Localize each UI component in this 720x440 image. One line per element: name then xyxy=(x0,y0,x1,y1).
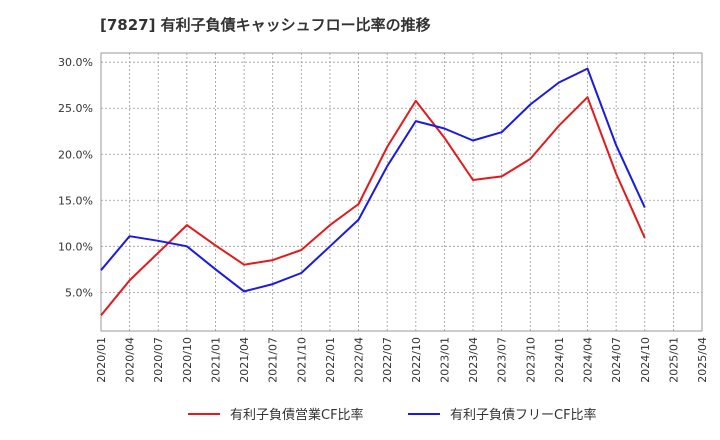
x-tick-label: 2025/04 xyxy=(696,337,709,383)
x-tick-label: 2021/04 xyxy=(238,337,251,383)
y-axis: 5.0% 10.0% 15.0% 20.0% 25.0% 30.0% xyxy=(58,56,93,299)
x-tick-label: 2022/10 xyxy=(410,337,423,383)
x-tick-label: 2023/01 xyxy=(438,337,451,383)
x-tick-label: 2025/01 xyxy=(667,337,680,383)
y-tick-label: 15.0% xyxy=(58,194,93,207)
y-tick-label: 30.0% xyxy=(58,56,93,69)
y-tick-label: 5.0% xyxy=(65,286,93,299)
x-tick-label: 2023/10 xyxy=(524,337,537,383)
x-tick-label: 2021/07 xyxy=(267,337,280,383)
x-tick-label: 2024/01 xyxy=(553,337,566,383)
x-tick-label: 2024/04 xyxy=(582,337,595,383)
chart-title: [7827] 有利子負債キャッシュフロー比率の推移 xyxy=(100,16,431,34)
legend-label-2: 有利子負債フリーCF比率 xyxy=(450,407,597,423)
series-line-2 xyxy=(100,67,646,293)
y-tick-label: 25.0% xyxy=(58,102,93,115)
y-tick-label: 10.0% xyxy=(58,240,93,253)
series-layer xyxy=(100,67,646,317)
x-tick-label: 2023/04 xyxy=(467,337,480,383)
x-tick-label: 2022/07 xyxy=(381,337,394,383)
legend: 有利子負債営業CF比率 有利子負債フリーCF比率 xyxy=(188,407,597,423)
x-tick-label: 2021/10 xyxy=(295,337,308,383)
x-tick-label: 2020/04 xyxy=(124,337,137,383)
x-tick-label: 2020/10 xyxy=(181,337,194,383)
x-tick-label: 2022/04 xyxy=(353,337,366,383)
series-line-1 xyxy=(100,96,646,317)
x-tick-label: 2020/01 xyxy=(95,337,108,383)
legend-label-1: 有利子負債営業CF比率 xyxy=(230,407,364,423)
x-tick-label: 2020/07 xyxy=(152,337,165,383)
x-tick-label: 2022/01 xyxy=(324,337,337,383)
x-tick-label: 2024/07 xyxy=(610,337,623,383)
x-tick-label: 2024/10 xyxy=(639,337,652,383)
plot-area xyxy=(100,52,703,332)
x-axis: 2020/01 2020/04 2020/07 2020/10 2021/01 2021/… xyxy=(95,337,709,383)
x-tick-label: 2021/01 xyxy=(209,337,222,383)
y-tick-label: 20.0% xyxy=(58,148,93,161)
x-tick-label: 2023/07 xyxy=(496,337,509,383)
